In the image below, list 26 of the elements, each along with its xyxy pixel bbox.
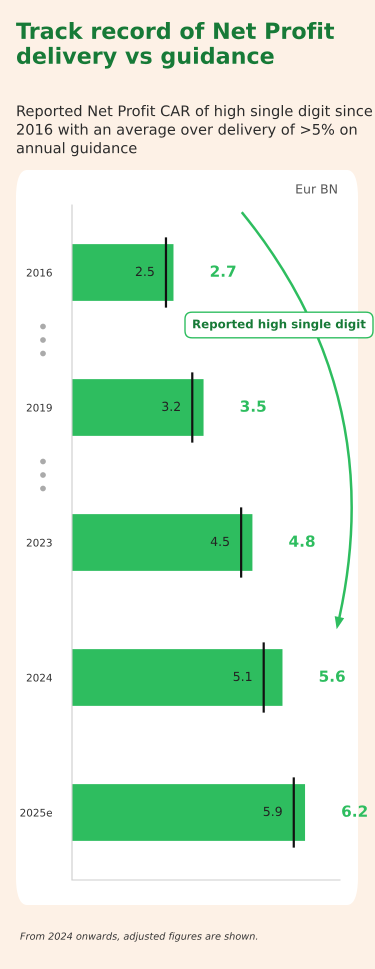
chart-subtitle: Reported Net Profit CAR of high single digit since 2016 with an average over delivery of >5% on annual guidance: [16, 105, 372, 156]
data-label: 5.1: [234, 672, 252, 682]
bar: [72, 784, 294, 841]
data-label: 2.5: [136, 266, 154, 276]
y-tick-label: 2024: [26, 674, 52, 682]
data-label: 5.9: [264, 806, 282, 816]
total-label: 2.7: [210, 265, 236, 277]
y-tick-label: 2025e: [20, 808, 52, 817]
total-label: 4.8: [289, 535, 315, 547]
text: From 2024 onwards, adjusted figures are shown.: [20, 932, 258, 942]
text: Eur BN: [296, 184, 337, 194]
bar: [264, 649, 282, 706]
total-label: 3.5: [240, 400, 266, 412]
total-label: 5.6: [320, 670, 345, 682]
total-label: 6.2: [342, 805, 367, 817]
y-tick-label: 2016: [26, 268, 52, 277]
data-label: 3.2: [162, 402, 180, 412]
data-label: 4.5: [210, 536, 229, 546]
bar: [72, 649, 264, 706]
bar: [72, 379, 192, 436]
y-tick-label: 2019: [26, 404, 52, 412]
bar: [72, 244, 166, 301]
annotation: Reported high single digit: [193, 319, 366, 331]
chart-title: Track record of Net Profit delivery vs guidance: [16, 22, 334, 69]
y-tick-label: 2023: [26, 538, 52, 547]
bar: [72, 514, 242, 571]
